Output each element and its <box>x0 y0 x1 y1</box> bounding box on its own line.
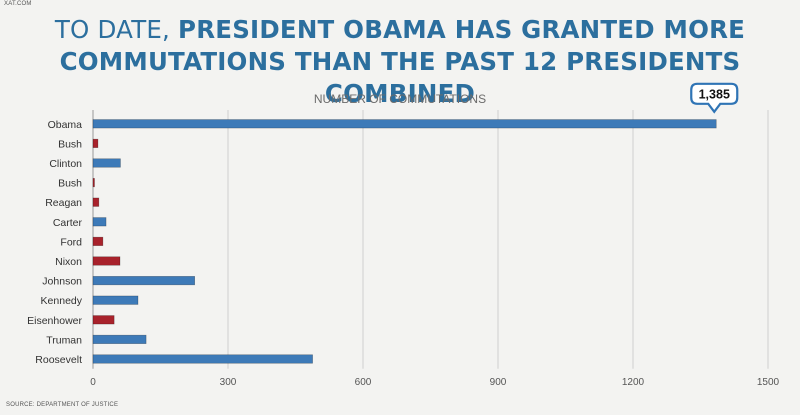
headline-prefix: TO DATE, <box>54 15 179 44</box>
bar-eisenhower <box>92 315 115 325</box>
category-label: Clinton <box>49 158 82 170</box>
category-label: Johnson <box>42 276 82 288</box>
category-label: Roosevelt <box>35 354 82 366</box>
site-tag: XAT.COM <box>4 1 32 7</box>
category-label: Truman <box>46 334 82 346</box>
category-label: Nixon <box>55 256 82 268</box>
x-tick-label: 600 <box>355 377 372 388</box>
bar-bush <box>92 138 99 148</box>
chart-title: NUMBER OF COMMUTATIONS <box>314 92 486 106</box>
category-label: Obama <box>48 119 83 131</box>
x-tick-label: 300 <box>220 377 237 388</box>
x-tick-label: 1200 <box>622 377 645 388</box>
category-label: Reagan <box>45 197 82 209</box>
callout-bubble <box>690 82 739 114</box>
category-label: Bush <box>58 178 82 190</box>
bar-johnson <box>92 276 195 286</box>
x-tick-label: 0 <box>90 377 96 388</box>
bar-obama <box>92 119 717 129</box>
bar-truman <box>92 334 147 344</box>
category-label: Eisenhower <box>27 315 82 327</box>
bar-carter <box>92 217 107 227</box>
category-label: Bush <box>58 138 82 150</box>
headline: TO DATE, PRESIDENT OBAMA HAS GRANTED MOR… <box>0 14 800 110</box>
bar-kennedy <box>92 295 139 305</box>
bar-clinton <box>92 158 121 168</box>
x-tick-label: 1500 <box>757 377 780 388</box>
callout-label: 1,385 <box>699 87 730 101</box>
bar-reagan <box>92 197 100 207</box>
category-label: Ford <box>60 236 82 248</box>
bar-roosevelt <box>92 354 313 364</box>
headline-line-2: COMMUTATIONS THAN THE PAST 12 PRESIDENTS… <box>59 47 741 108</box>
category-label: Carter <box>53 217 83 229</box>
category-label: Kennedy <box>41 295 83 307</box>
bar-nixon <box>92 256 121 266</box>
bar-ford <box>92 236 104 246</box>
headline-line-1: TO DATE, PRESIDENT OBAMA HAS GRANTED MOR… <box>0 14 800 46</box>
source-note: SOURCE: DEPARTMENT OF JUSTICE <box>6 402 119 408</box>
headline-emphasis: PRESIDENT OBAMA HAS GRANTED MORE <box>178 15 746 44</box>
x-tick-label: 900 <box>490 377 507 388</box>
bar-bush <box>92 178 95 188</box>
